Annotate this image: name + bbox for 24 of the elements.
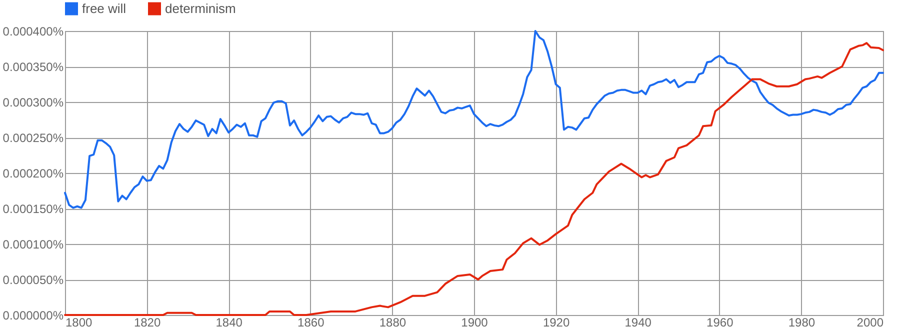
y-tick-label: 0.000000% [2,308,64,322]
legend-label: determinism [165,0,236,16]
x-tick-label: 1880 [379,316,406,330]
legend-label: free will [82,0,126,16]
y-tick-label: 0.000200% [2,166,64,180]
x-tick-label: 2000 [856,316,884,330]
y-tick-label: 0.000050% [2,273,64,287]
x-tick-label: 1820 [134,316,161,330]
line-series [64,30,884,209]
x-tick-label: 1920 [542,316,570,330]
x-tick-label: 1940 [624,316,652,330]
line-series [64,42,884,316]
x-tick-label: 1840 [216,316,243,330]
y-tick-label: 0.000300% [2,96,64,110]
x-tick-label: 1960 [706,316,734,330]
x-tick-label: 1980 [788,316,816,330]
y-tick-label: 0.000350% [2,60,64,74]
y-tick-label: 0.000100% [2,238,64,252]
x-tick-label: 1900 [461,316,488,330]
y-tick-label: 0.000400% [2,24,64,38]
x-tick-label: 1800 [66,316,93,330]
y-tick-label: 0.000250% [2,131,64,145]
x-tick-label: 1860 [298,316,325,330]
y-tick-label: 0.000150% [2,202,64,216]
